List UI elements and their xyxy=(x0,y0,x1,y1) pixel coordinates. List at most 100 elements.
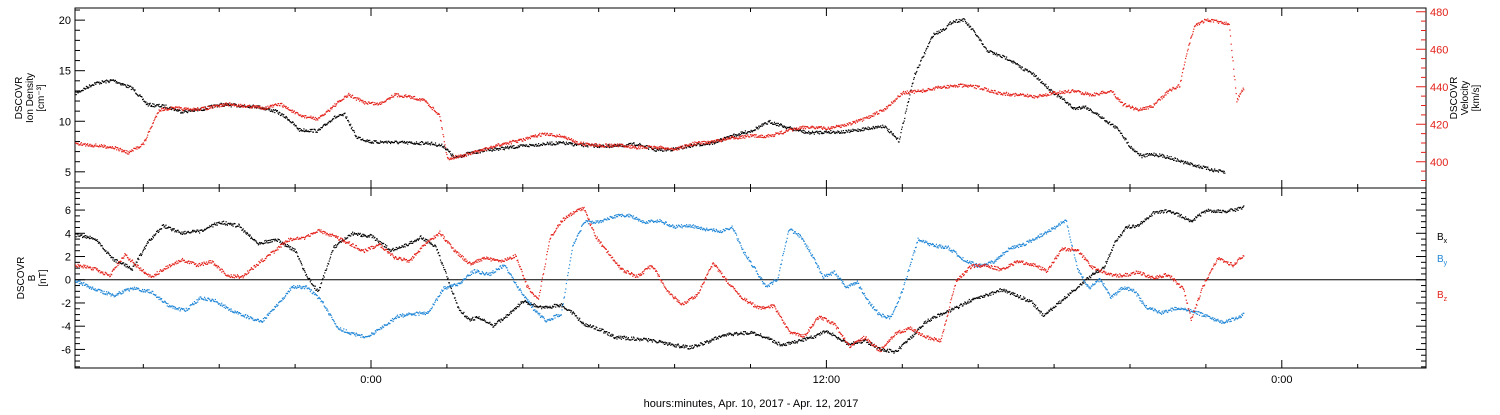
ion-density-points-dot xyxy=(1086,109,1087,110)
velocity-points-dot xyxy=(398,93,399,94)
velocity-points-dot xyxy=(708,141,709,142)
velocity-points-dot xyxy=(572,141,573,142)
ion-density-points-dot xyxy=(923,56,924,57)
velocity-points-dot xyxy=(606,143,607,144)
velocity-points-dot xyxy=(208,109,209,110)
ion-density-points-dot xyxy=(448,149,449,150)
velocity-points-dot xyxy=(1191,35,1192,36)
ion-density-points-dot xyxy=(320,129,321,130)
ion-density-points-dot xyxy=(1224,171,1225,172)
velocity-points-dot xyxy=(637,148,638,149)
ion-density-points-dot xyxy=(873,127,874,128)
bx-points-dot xyxy=(322,278,323,279)
velocity-points-dot xyxy=(165,108,166,109)
velocity-points-dot xyxy=(626,145,627,146)
bx-points-dot xyxy=(306,274,307,275)
bx-points-dot xyxy=(471,320,472,321)
velocity-points-dot xyxy=(704,141,705,142)
bottom-panel-frame xyxy=(75,188,1426,368)
bx-points-dot xyxy=(527,302,528,303)
velocity-points-dot xyxy=(1068,90,1069,91)
velocity-points-dot xyxy=(634,145,635,146)
ion-density-points-dot xyxy=(90,86,91,87)
ion-density-points-dot xyxy=(776,123,777,124)
bx-points-dot xyxy=(588,325,589,326)
velocity-points-dot xyxy=(1226,22,1227,23)
ion-density-points-dot xyxy=(250,106,251,107)
velocity-points-dot xyxy=(909,93,910,94)
velocity-points-dot xyxy=(391,95,392,96)
ion-density-points-dot xyxy=(1059,96,1060,97)
velocity-points-dot xyxy=(396,93,397,94)
bx-points-dot xyxy=(448,278,449,279)
velocity-points-dot xyxy=(948,85,949,86)
ion-density-points-dot xyxy=(416,141,417,142)
bx-points-dot xyxy=(648,338,649,339)
bx-points-dot xyxy=(174,228,175,229)
ion-density-points-dot xyxy=(892,133,893,134)
velocity-points-dot xyxy=(841,127,842,128)
bx-points-dot xyxy=(301,264,302,265)
velocity-points-dot xyxy=(1117,99,1118,100)
ion-density-points-dot xyxy=(1183,160,1184,161)
bx-points-dot xyxy=(664,344,665,345)
velocity-points-dot xyxy=(442,129,443,130)
velocity-points-dot xyxy=(541,136,542,137)
bx-points-dot xyxy=(541,306,542,307)
ion-density-points-dot xyxy=(574,144,575,145)
velocity-points-dot xyxy=(685,146,686,147)
velocity-points-dot xyxy=(111,147,112,148)
velocity-points-dot xyxy=(591,145,592,146)
velocity-tick-label: 480 xyxy=(1430,7,1448,19)
ion-density-points-dot xyxy=(187,112,188,113)
bx-points-dot xyxy=(231,225,232,226)
ion-density-points-dot xyxy=(916,72,917,73)
ion-density-points-dot xyxy=(1151,153,1152,154)
velocity-points-dot xyxy=(732,136,733,137)
ion-density-points-dot xyxy=(283,116,284,117)
velocity-points-dot xyxy=(221,106,222,107)
ion-density-points-dot xyxy=(422,142,423,143)
ion-density-points-dot xyxy=(407,144,408,145)
ion-density-points-dot xyxy=(993,54,994,55)
velocity-points-dot xyxy=(304,117,305,118)
velocity-points-dot xyxy=(1043,96,1044,97)
bx-points-dot xyxy=(221,223,222,224)
bx-points-dot xyxy=(563,306,564,307)
velocity-points-dot xyxy=(315,117,316,118)
bx-points-dot xyxy=(711,340,712,341)
bx-points-dot xyxy=(279,239,280,240)
velocity-points-dot xyxy=(124,151,125,152)
bx-points-dot xyxy=(723,335,724,336)
velocity-points-dot xyxy=(82,145,83,146)
bx-points-dot xyxy=(651,340,652,341)
ion-density-points-dot xyxy=(970,26,971,27)
velocity-points-dot xyxy=(954,85,955,86)
bx-points-dot xyxy=(143,250,144,251)
velocity-points-dot xyxy=(183,110,184,111)
ion-density-points-dot xyxy=(566,142,567,143)
velocity-points-dot xyxy=(537,136,538,137)
ion-density-points-dot xyxy=(884,127,885,128)
ion-density-points-dot xyxy=(757,127,758,128)
bx-points-dot xyxy=(181,233,182,234)
velocity-points-dot xyxy=(511,143,512,144)
ion-density-points-dot xyxy=(1041,81,1042,82)
bx-points-dot xyxy=(229,224,230,225)
ion-density-points-dot xyxy=(354,132,355,133)
bx-points-dot xyxy=(78,236,79,237)
ion-density-points-dot xyxy=(380,141,381,142)
ion-density-points-dot xyxy=(1096,114,1097,115)
velocity-points-dot xyxy=(660,146,661,147)
bx-points-dot xyxy=(249,236,250,237)
velocity-points-dot xyxy=(761,137,762,138)
bx-points-dot xyxy=(310,281,311,282)
velocity-points-dot xyxy=(1000,92,1001,93)
velocity-points-dot xyxy=(267,108,268,109)
velocity-points-dot xyxy=(297,112,298,113)
ion-density-points-dot xyxy=(904,118,905,119)
ion-density-points-dot xyxy=(140,94,141,95)
velocity-points-dot xyxy=(704,144,705,145)
velocity-points-dot xyxy=(506,144,507,145)
ion-density-points-dot xyxy=(510,146,511,147)
